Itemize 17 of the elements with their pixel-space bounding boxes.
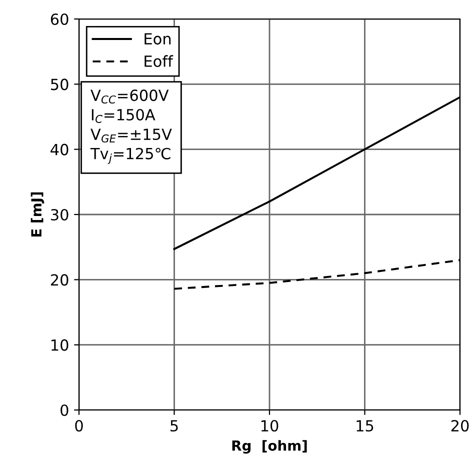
x-axis-title: Rg [ohm]: [232, 440, 307, 454]
legend-label: Eon: [144, 33, 171, 45]
y-tick-label: 50: [51, 78, 68, 90]
y-tick-label: 10: [52, 339, 68, 351]
x-tick-label: 5: [170, 420, 178, 432]
text: V$_{CC}$=600V I$_{C}$=150A V$_{GE}$=±15V Tv$_{j}$=125℃: [90, 90, 172, 164]
x-tick-label: 20: [451, 420, 469, 432]
y-tick-label: 40: [50, 144, 68, 156]
y-axis-title: E [mJ]: [30, 192, 44, 237]
x-tick-label: 10: [261, 420, 278, 432]
y-tick-label: 0: [60, 404, 68, 416]
y-tick-label: 60: [50, 13, 68, 26]
y-tick-label: 20: [50, 274, 68, 286]
x-tick-label: 15: [356, 420, 374, 432]
legend-label: Eoff: [144, 55, 174, 67]
x-tick-label: 0: [75, 420, 83, 432]
y-tick-label: 30: [51, 208, 68, 221]
